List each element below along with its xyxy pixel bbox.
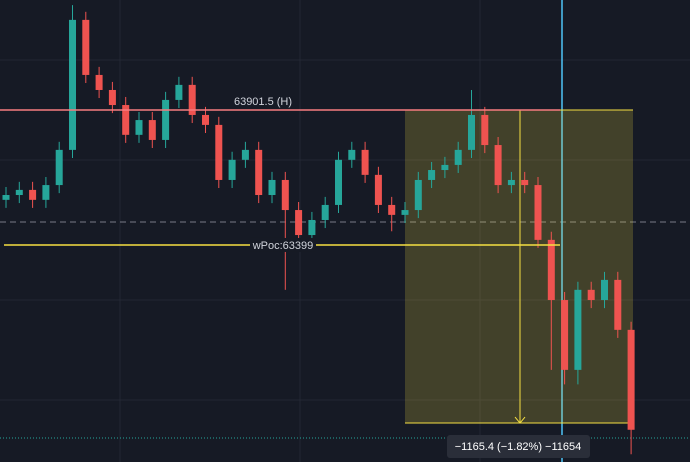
candle-body	[268, 179, 276, 196]
measure-label: −1165.4 (−1.82%) −11654	[455, 441, 582, 453]
candle-body	[587, 289, 595, 301]
candle-body	[175, 84, 183, 100]
candle-body	[202, 114, 209, 125]
wpoc-label-bg	[250, 237, 316, 252]
candle-body	[574, 289, 582, 370]
candle-body	[122, 105, 130, 135]
candle-body	[321, 204, 329, 220]
measure-box	[405, 109, 633, 424]
candle-body	[601, 279, 608, 301]
measure-arrowhead	[514, 416, 526, 424]
candle-body	[414, 179, 422, 211]
candle-body	[561, 300, 569, 370]
candle-body	[69, 19, 76, 150]
candle-body	[42, 185, 50, 200]
high-level-label: 63901.5 (H)	[234, 96, 292, 108]
candle-body	[335, 159, 342, 205]
candle-body	[255, 149, 263, 196]
measure-label-bg	[447, 435, 590, 458]
candle-body	[507, 179, 515, 186]
candle-body	[361, 149, 369, 175]
candle-body	[454, 149, 462, 165]
candle-body	[534, 185, 542, 240]
candle-body	[15, 189, 23, 196]
candle-body	[481, 114, 489, 146]
candle-body	[162, 99, 170, 140]
candle-body	[29, 189, 37, 200]
candle-body	[374, 174, 382, 205]
candle-body	[135, 120, 143, 135]
candle-body	[82, 19, 90, 75]
candle-body	[55, 149, 63, 186]
candle-body	[2, 195, 10, 200]
candle-body	[215, 124, 223, 180]
candle-body	[295, 210, 303, 236]
candle-body	[547, 239, 555, 301]
candle-body	[441, 164, 449, 171]
candle-body	[614, 279, 622, 330]
candle-body	[108, 89, 116, 106]
candle-body	[148, 120, 156, 140]
candle-body	[308, 219, 316, 236]
candle-body	[494, 145, 502, 186]
candle-body	[228, 159, 236, 180]
candle-body	[241, 149, 249, 160]
candle-body	[428, 170, 436, 180]
candle-body	[188, 84, 196, 115]
candle-body	[95, 74, 103, 90]
candle-body	[348, 149, 356, 160]
candle-body	[468, 114, 475, 150]
candle-body	[388, 204, 396, 215]
wpoc-label: wPoc:63399	[252, 240, 314, 252]
candle-body	[281, 179, 289, 211]
candle-body	[401, 210, 409, 215]
candle-body	[627, 329, 635, 430]
candle-body	[521, 179, 529, 186]
